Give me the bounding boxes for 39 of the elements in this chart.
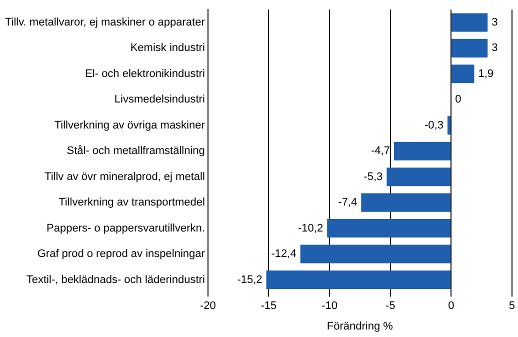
bar <box>386 168 451 186</box>
data-label: -4,7 <box>371 145 390 158</box>
x-tick-label: -5 <box>385 300 396 312</box>
y-tick-label: Livsmedelsindustri <box>114 94 205 106</box>
y-tick-label: Textil-, beklädnads- och läderindustri <box>26 274 205 286</box>
data-label: 1,9 <box>478 68 494 80</box>
bar <box>447 116 451 135</box>
x-tick-label: 0 <box>448 300 454 312</box>
y-tick-label: Tillverkning av övriga maskiner <box>54 119 206 132</box>
y-tick-label: Kemisk industri <box>130 42 205 54</box>
data-label: -12,4 <box>271 248 296 260</box>
y-tick-label: Tillverkning av transportmedel <box>58 196 205 209</box>
y-tick-label: El- och elektronikindustri <box>85 68 205 80</box>
bar <box>394 142 451 160</box>
x-tick-label: -20 <box>200 300 216 312</box>
bar <box>300 244 451 264</box>
x-tick-label: -15 <box>260 300 277 312</box>
y-tick-label: Stål- och metallframställning <box>66 145 205 158</box>
data-label: -7,4 <box>338 196 358 209</box>
data-label: 0 <box>455 94 462 106</box>
data-label: -5,3 <box>364 170 383 183</box>
bar <box>452 64 474 84</box>
data-label: -15,2 <box>237 274 262 286</box>
bar <box>327 219 451 238</box>
data-label: 3 <box>492 16 498 28</box>
x-axis-title: Förändring % <box>326 320 394 332</box>
y-tick-label: Tillv. metallvaror, ej maskiner o apparater <box>4 16 206 28</box>
x-tick-label: -10 <box>322 300 338 312</box>
bar <box>266 270 451 289</box>
bar <box>452 38 488 58</box>
y-tick-label: Tillv av övr mineralprod, ej metall <box>44 170 205 183</box>
x-tick-label: 5 <box>508 300 516 312</box>
y-tick-label: Pappers- o pappersvarutillverkn. <box>46 222 205 234</box>
data-label: -0,3 <box>424 119 444 132</box>
y-tick-label: Graf prod o reprod av inspelningar <box>37 248 206 260</box>
data-label: 3 <box>492 42 498 54</box>
bar <box>452 13 488 32</box>
bar <box>361 193 451 212</box>
data-label: -10,2 <box>298 222 324 234</box>
